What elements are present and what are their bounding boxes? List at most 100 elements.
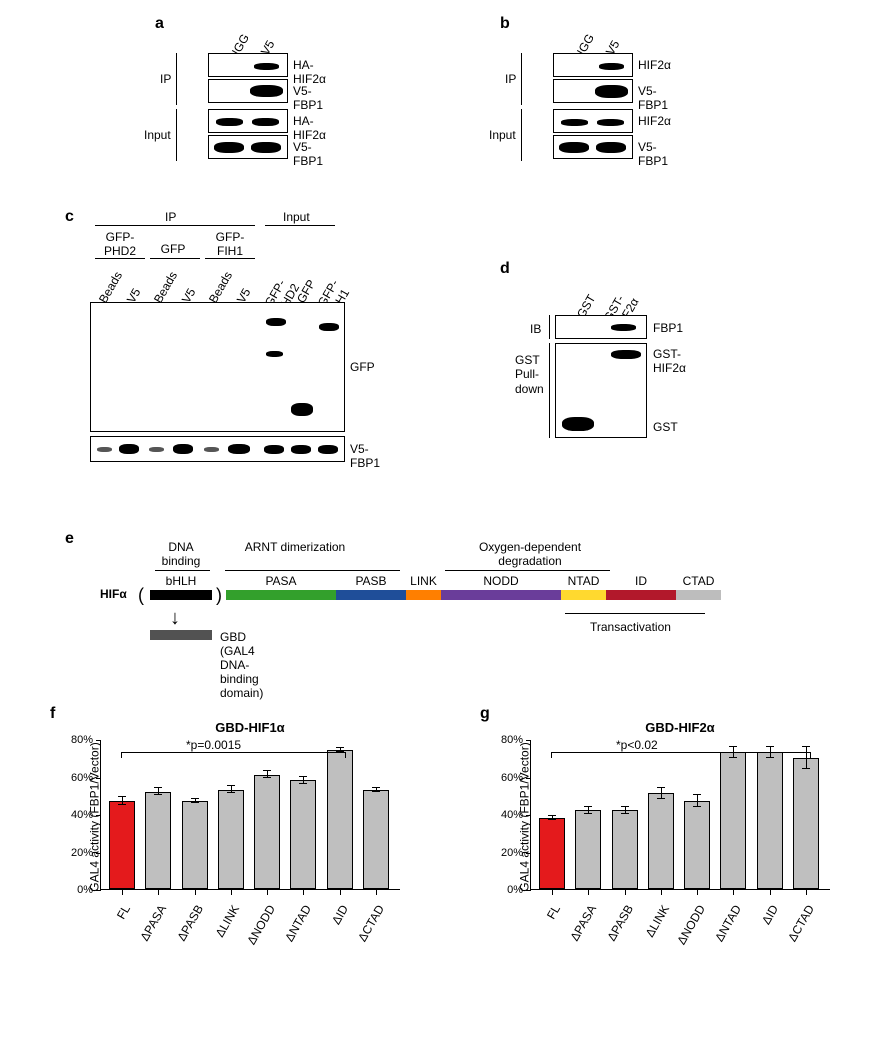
row-label-3: HA-HIF2α: [293, 114, 326, 142]
significance-bracket: [551, 752, 811, 758]
y-tick: [96, 778, 101, 779]
y-tick: [526, 815, 531, 816]
bar-ΔID: [327, 750, 353, 889]
error-cap-bot: [299, 783, 307, 784]
x-label-ΔID: ΔID: [743, 903, 780, 953]
error-cap-top: [263, 770, 271, 771]
y-tick-label: 40%: [71, 809, 93, 821]
x-label-ΔPASA: ΔPASA: [562, 903, 599, 953]
ip-lane-4: Beads: [206, 269, 235, 305]
domain-label-pasa: PASA: [226, 574, 336, 588]
y-tick: [96, 740, 101, 741]
x-tick: [661, 890, 662, 895]
blot-ip-row2: [208, 79, 288, 103]
bar-ΔID: [757, 752, 783, 889]
y-tick: [526, 778, 531, 779]
section-ip: IP: [165, 210, 176, 224]
bracket-input: [176, 109, 177, 161]
trans-bracket: [565, 613, 705, 614]
error-cap-bot: [657, 798, 665, 799]
section-input: Input: [283, 210, 310, 224]
bar-ΔNODD: [684, 801, 710, 889]
x-label-ΔCTAD: ΔCTAD: [780, 903, 817, 953]
y-tick: [96, 890, 101, 891]
error-cap-top: [693, 794, 701, 795]
error-cap-top: [299, 776, 307, 777]
pulldown-bracket: [549, 343, 550, 438]
group-phd2: GFP-PHD2: [95, 230, 145, 258]
fbp1-label-d: FBP1: [653, 321, 683, 335]
ip-lane-2: Beads: [151, 269, 180, 305]
error-cap-top: [227, 785, 235, 786]
domain-seg-ntad: [561, 590, 606, 600]
fih1-bracket: [205, 258, 255, 259]
x-label-FL: FL: [526, 903, 563, 953]
func-dna-bracket: [155, 570, 210, 571]
y-tick-label: 40%: [501, 809, 523, 821]
func-dna: DNA binding: [150, 540, 212, 569]
x-tick: [552, 890, 553, 895]
panel-f-chart: GBD-HIF1α GAL4 activity (FBP1/Vector) 0%…: [100, 740, 400, 920]
domain-label-link: LINK: [406, 574, 441, 588]
gbd-label: GBD (GAL4 DNA-binding domain): [220, 630, 263, 700]
ip-lane-0: Beads: [96, 269, 125, 305]
y-tick-label: 0%: [507, 884, 523, 896]
domain-label-id: ID: [606, 574, 676, 588]
x-tick: [770, 890, 771, 895]
error-cap-top: [729, 746, 737, 747]
x-label-ΔNODD: ΔNODD: [241, 903, 278, 953]
bracket-ip-b: [521, 53, 522, 105]
y-tick-label: 60%: [501, 772, 523, 784]
bracket-input-b: [521, 109, 522, 161]
bar-ΔPASB: [612, 810, 638, 889]
domain-label-bhlh: bHLH: [150, 574, 212, 588]
error-cap-bot: [548, 819, 556, 820]
domain-seg-bhlh: [150, 590, 212, 600]
error-cap-bot: [372, 791, 380, 792]
x-tick: [625, 890, 626, 895]
input-bracket: [265, 225, 335, 226]
bar-ΔPASB: [182, 801, 208, 889]
domain-label-ctad: CTAD: [676, 574, 721, 588]
x-tick: [267, 890, 268, 895]
x-tick: [231, 890, 232, 895]
panel-f-label: f: [50, 705, 55, 723]
x-tick: [195, 890, 196, 895]
y-tick-label: 20%: [501, 847, 523, 859]
panel-g-label: g: [480, 705, 490, 723]
gst-label-d: GST: [653, 420, 678, 434]
error-cap-bot: [263, 777, 271, 778]
bar-ΔNTAD: [720, 752, 746, 889]
func-oxygen-bracket: [445, 570, 610, 571]
x-label-FL: FL: [96, 903, 133, 953]
domain-seg-nodd: [441, 590, 561, 600]
p-value-label: *p=0.0015: [186, 738, 241, 752]
panel-d-label: d: [500, 260, 510, 278]
y-tick: [526, 740, 531, 741]
error-cap-top: [584, 806, 592, 807]
ib-label: IB: [530, 322, 541, 336]
blot-input-row1: [208, 109, 288, 133]
bar-ΔCTAD: [363, 790, 389, 889]
func-arnt-bracket: [225, 570, 400, 571]
protein-hif: HIFα: [100, 587, 127, 601]
paren-close: ): [216, 585, 222, 606]
gfp-bracket: [150, 258, 200, 259]
error-cap-bot: [227, 792, 235, 793]
chart-title-f: GBD-HIF1α: [100, 720, 400, 735]
domain-seg-pasa: [226, 590, 336, 600]
x-tick: [806, 890, 807, 895]
x-tick: [376, 890, 377, 895]
error-cap-bot: [693, 806, 701, 807]
error-cap-top: [802, 746, 810, 747]
chart-title-g: GBD-HIF2α: [530, 720, 830, 735]
panel-e-label: e: [65, 530, 74, 548]
y-tick-label: 80%: [501, 734, 523, 746]
blot-pulldown-d: [555, 343, 647, 438]
func-trans: Transactivation: [590, 620, 671, 634]
row-label-3b: HIF2α: [638, 114, 671, 128]
panel-g-chart: GBD-HIF2α GAL4 activity (FBP1/Vector) 0%…: [530, 740, 830, 920]
error-cap-top: [336, 747, 344, 748]
error-cap-top: [548, 815, 556, 816]
error-cap-top: [766, 746, 774, 747]
